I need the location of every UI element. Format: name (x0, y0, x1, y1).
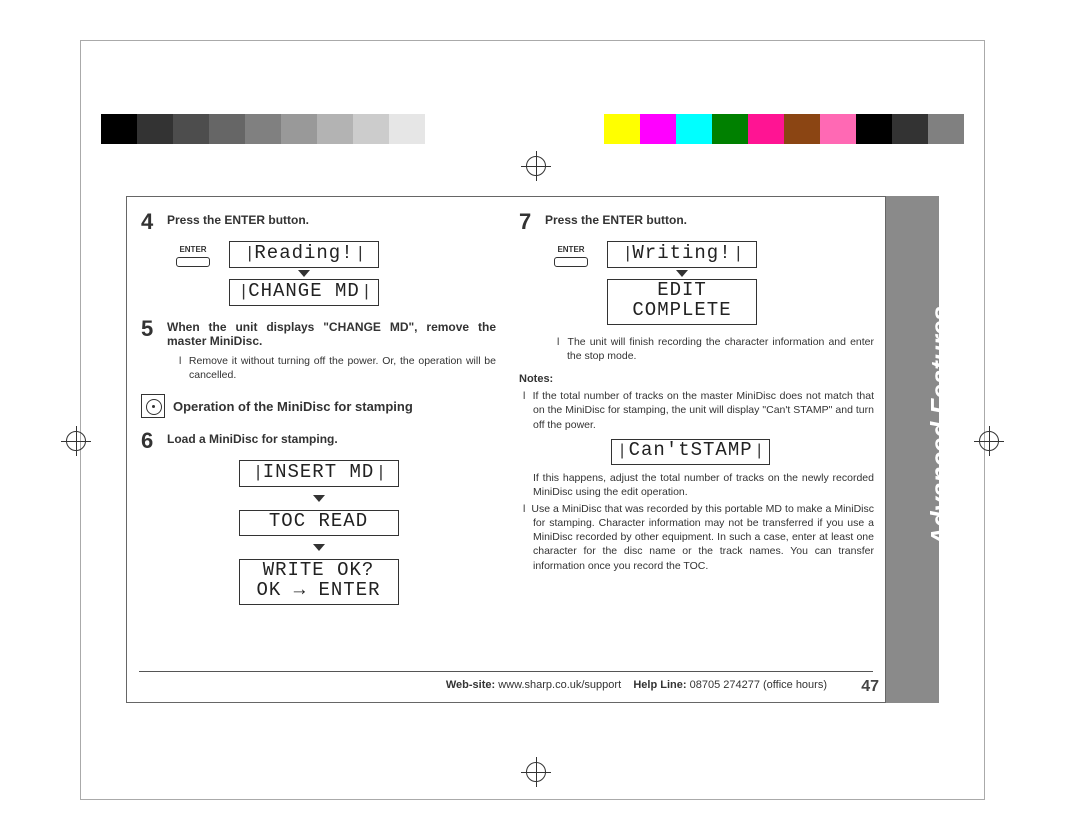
lcd-box: EDIT COMPLETE (607, 279, 757, 325)
enter-button-icon: ENTER (547, 245, 595, 267)
section-header: Operation of the MiniDisc for stamping (141, 394, 496, 418)
step-6: 6 Load a MiniDisc for stamping. (141, 428, 496, 454)
step-7-display: ENTER | Writing! | EDIT COMPLETE (547, 241, 874, 325)
lcd-sequence: | Writing! | EDIT COMPLETE (607, 241, 757, 325)
down-arrow-icon (676, 270, 688, 277)
step-text: Press the ENTER button. (167, 209, 309, 235)
section-title-text: Operation of the MiniDisc for stamping (173, 399, 413, 414)
registration-mark-icon (66, 431, 86, 451)
registration-mark-icon (526, 762, 546, 782)
registration-mark-icon (979, 431, 999, 451)
page-number: 47 (861, 678, 879, 696)
lcd-sequence: | Reading! | | CHANGE MD | (229, 241, 379, 306)
lcd-text: EDIT (613, 281, 751, 301)
lcd-text: Reading! (254, 242, 353, 264)
lcd-box: | Reading! | (229, 241, 379, 268)
step-number: 7 (519, 209, 537, 235)
note-item: l Use a MiniDisc that was recorded by th… (519, 502, 874, 573)
notes-heading: Notes: (519, 373, 874, 385)
step-number: 6 (141, 428, 159, 454)
lcd-box: | Writing! | (607, 241, 757, 268)
step-4: 4 Press the ENTER button. (141, 209, 496, 235)
registration-mark-icon (526, 156, 546, 176)
enter-label: ENTER (557, 245, 584, 254)
down-arrow-icon (298, 270, 310, 277)
step-4-display: ENTER | Reading! | | CHANGE MD | (169, 241, 496, 306)
color-calibration-bar (101, 114, 964, 144)
step-text: When the unit displays "CHANGE MD", remo… (167, 316, 496, 348)
step-5: 5 When the unit displays "CHANGE MD", re… (141, 316, 496, 348)
note-item: If this happens, adjust the total number… (519, 471, 874, 499)
lcd-text: INSERT MD (263, 461, 375, 483)
enter-button-icon: ENTER (169, 245, 217, 267)
footer-divider (139, 671, 873, 672)
enter-label: ENTER (179, 245, 206, 254)
printer-proof-frame: Advanced Features – Titling a MiniDisc –… (80, 40, 985, 800)
step-7-note: l The unit will finish recording the cha… (519, 335, 874, 363)
lcd-box: WRITE OK? OK → ENTER (239, 559, 399, 605)
minidisc-icon (141, 394, 165, 418)
section-title: – Titling a MiniDisc – (937, 408, 951, 526)
lcd-text: COMPLETE (613, 301, 751, 321)
side-tab: Advanced Features – Titling a MiniDisc – (885, 196, 939, 703)
lcd-text: Can'tSTAMP (629, 439, 753, 461)
lcd-text: CHANGE MD (248, 280, 360, 302)
lcd-text: OK → ENTER (245, 581, 393, 601)
page-content: 4 Press the ENTER button. ENTER | Readin… (126, 196, 886, 703)
footer-text: Web-site: www.sharp.co.uk/support Help L… (127, 679, 827, 691)
lcd-text: WRITE OK? (245, 561, 393, 581)
step-5-note: l Remove it without turning off the powe… (141, 354, 496, 382)
lcd-box: | INSERT MD | (239, 460, 399, 487)
lcd-sequence: | INSERT MD | TOC READ WRITE OK? OK → EN… (239, 460, 399, 605)
lcd-text: Writing! (632, 242, 731, 264)
step-text: Press the ENTER button. (545, 209, 687, 235)
down-arrow-icon (313, 544, 325, 551)
lcd-box: TOC READ (239, 510, 399, 536)
step-number: 5 (141, 316, 159, 348)
left-column: 4 Press the ENTER button. ENTER | Readin… (141, 205, 496, 662)
right-column: 7 Press the ENTER button. ENTER | Writin… (519, 205, 874, 662)
note-item: l If the total number of tracks on the m… (519, 389, 874, 432)
step-text: Load a MiniDisc for stamping. (167, 428, 338, 454)
lcd-box: | Can'tSTAMP | (611, 439, 770, 465)
lcd-text: TOC READ (269, 510, 368, 532)
lcd-box: | CHANGE MD | (229, 279, 379, 306)
step-number: 4 (141, 209, 159, 235)
step-7: 7 Press the ENTER button. (519, 209, 874, 235)
down-arrow-icon (313, 495, 325, 502)
